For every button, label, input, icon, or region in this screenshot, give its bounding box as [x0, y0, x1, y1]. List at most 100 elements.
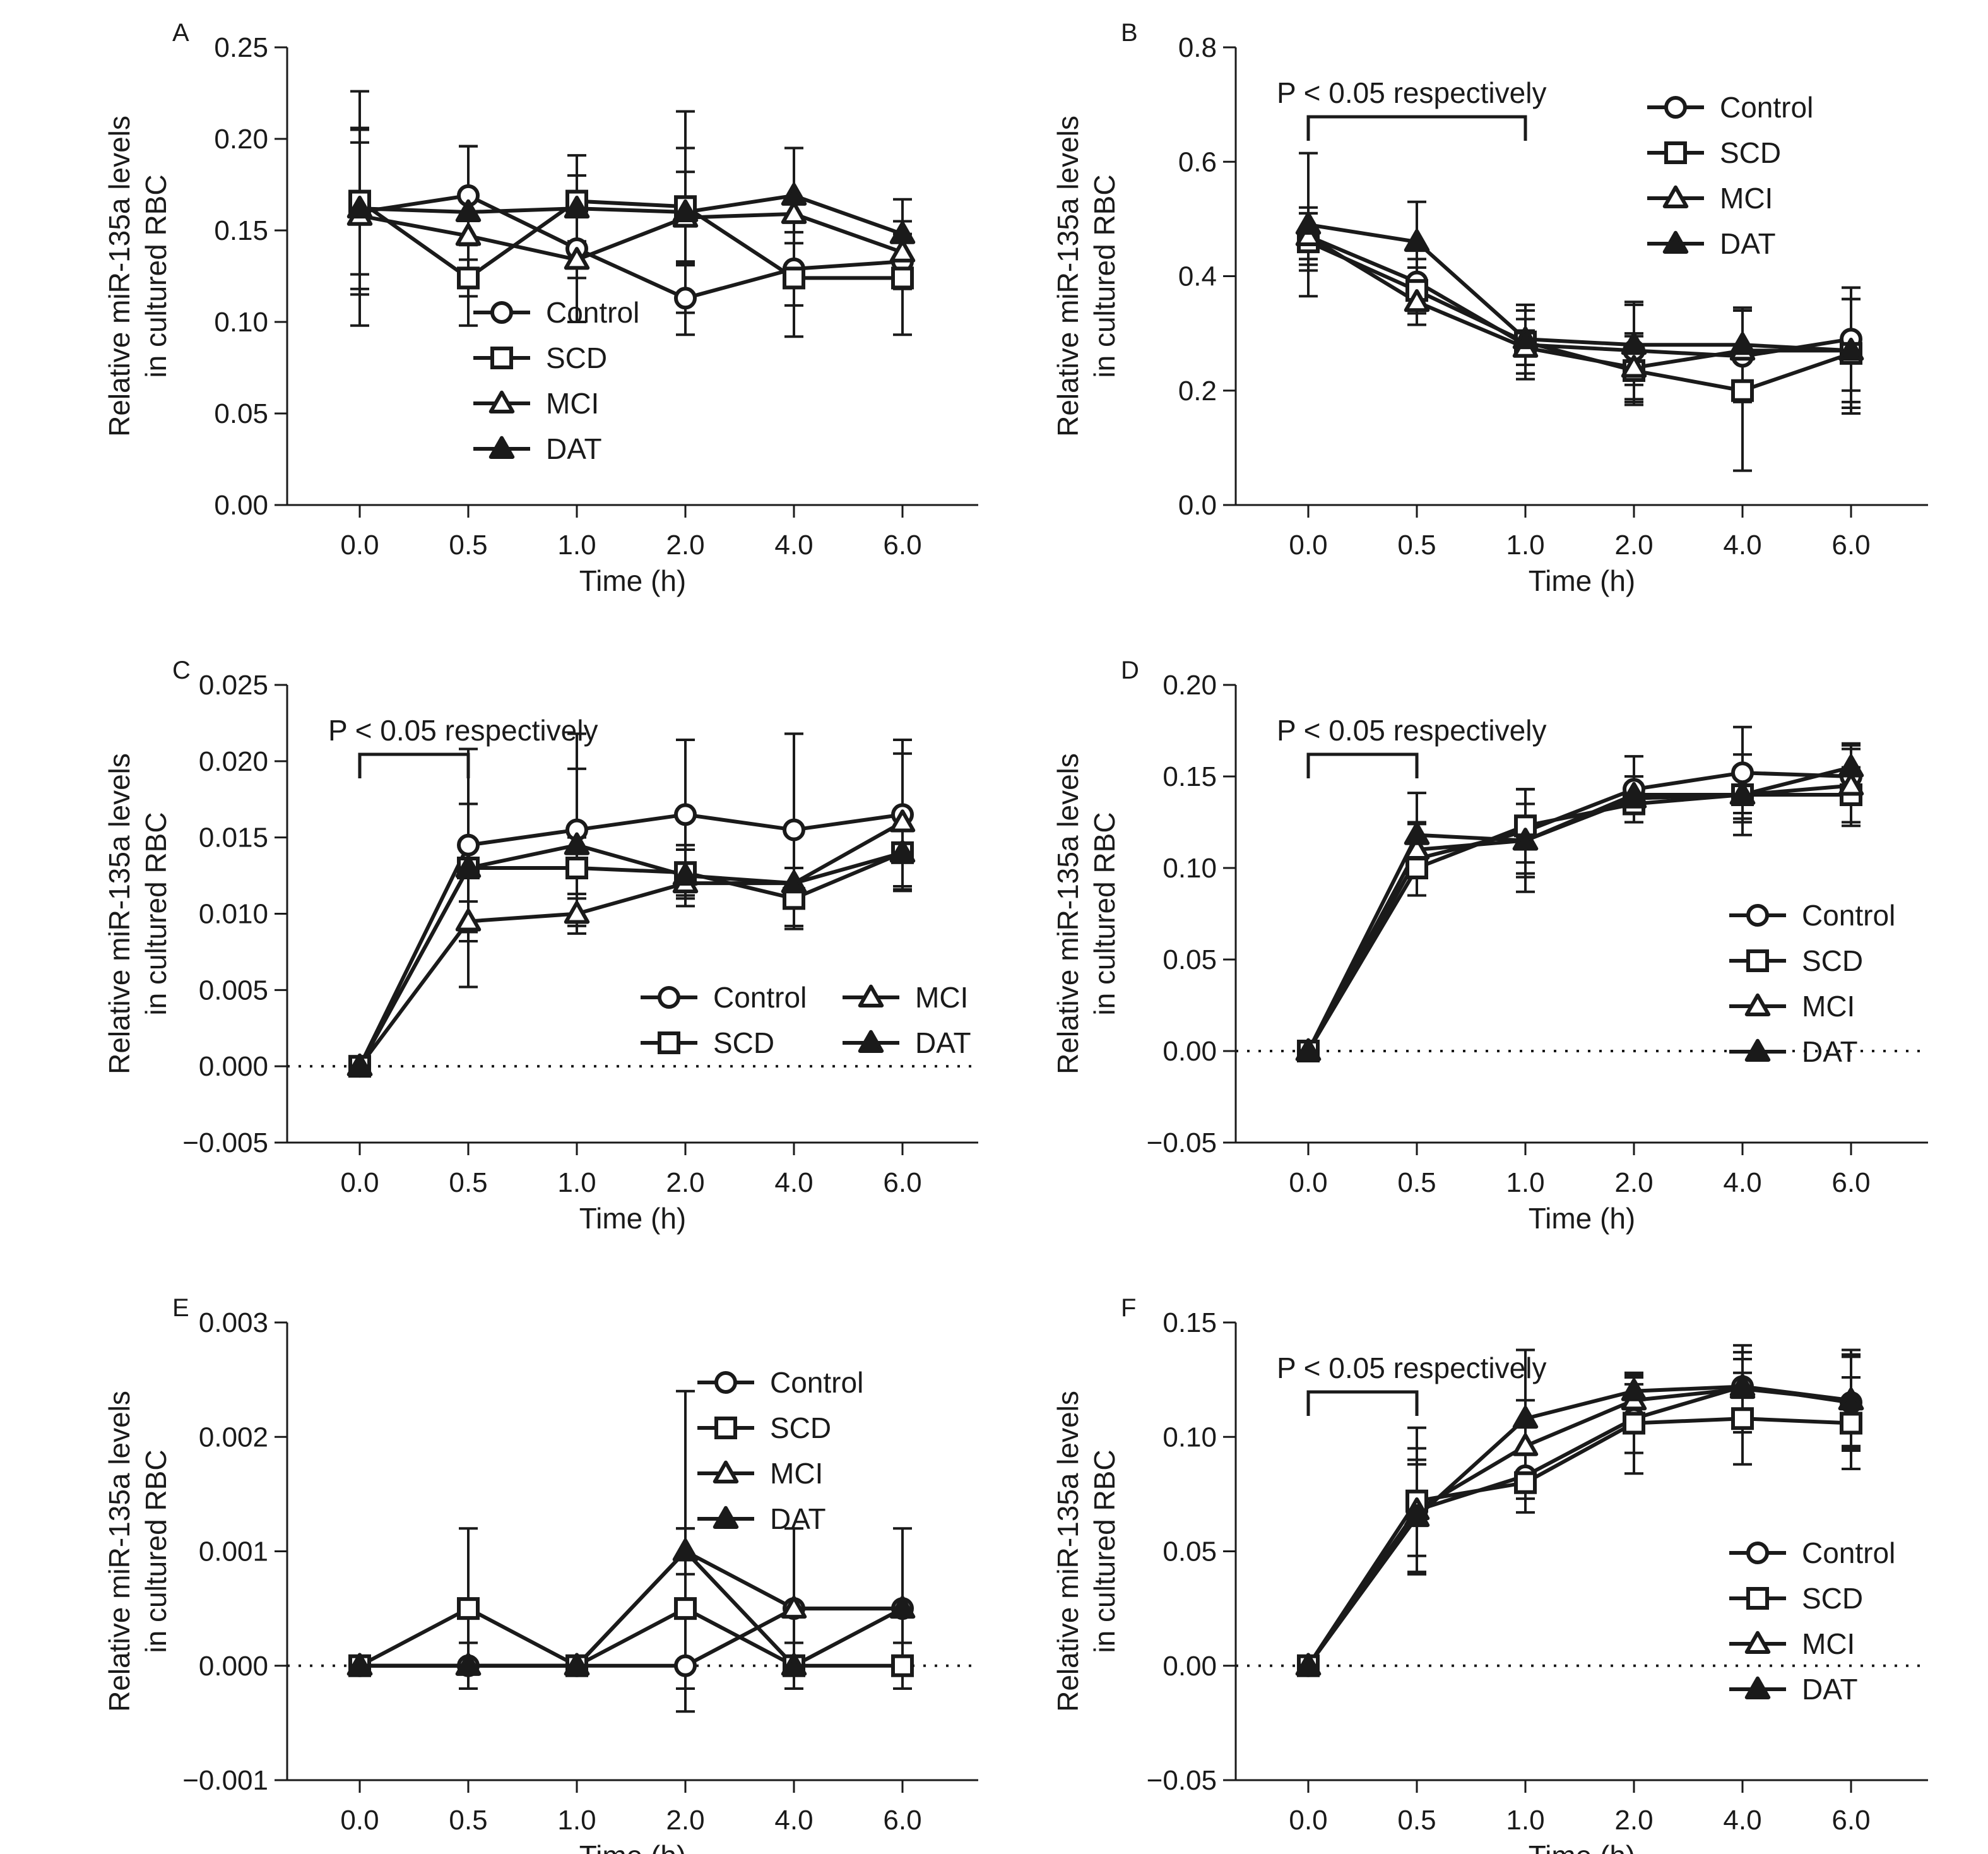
panel-f: F −0.05 0.00 0.05 0.10 0.15 0.0 0.5 1.0 2.0 4.0 6.0…: [1051, 1294, 1928, 1854]
data-point-mci: [1621, 355, 1647, 378]
legend-item-scd: SCD: [641, 1026, 774, 1059]
panel-letter: D: [1121, 657, 1139, 684]
x-tick-label: 0.5: [449, 530, 487, 561]
series-line-dat: [360, 1549, 904, 1668]
x-tick-label: 6.0: [883, 1167, 921, 1198]
legend-label: Control: [1720, 91, 1813, 124]
legend-item-mci: MCI: [473, 387, 599, 420]
legend-item-scd: SCD: [1729, 944, 1863, 977]
data-point-dat: [889, 221, 916, 244]
x-tick-label: 2.0: [1614, 1805, 1653, 1836]
data-point-dat: [1295, 211, 1322, 235]
data-point-dat: [889, 1595, 916, 1619]
x-tick-label: 4.0: [1723, 530, 1761, 561]
panel-letter: E: [172, 1294, 189, 1322]
x-tick-label: 4.0: [1723, 1805, 1761, 1836]
y-tick-label: 0.05: [214, 398, 268, 429]
data-point-dat: [1512, 326, 1539, 350]
y-axis-title: Relative miR-135a levels in cultured RBC: [103, 753, 172, 1074]
x-tick-label: 0.0: [1289, 1805, 1327, 1836]
panel-d: D −0.05 0.00 0.05 0.10 0.15 0.20 0.0 0.5 1.0 2.0 4.…: [1051, 657, 1928, 1235]
series-line-dat: [359, 193, 904, 236]
data-point-mci: [889, 239, 916, 263]
legend-label: SCD: [1802, 1582, 1863, 1615]
x-tick-label: 2.0: [666, 530, 704, 561]
x-tick-label: 0.0: [340, 1805, 379, 1836]
legend-marker: [1664, 141, 1687, 164]
y-tick-label: 0.000: [199, 1651, 268, 1682]
data-point-control: [783, 818, 805, 841]
x-tick-label: 4.0: [774, 1167, 813, 1198]
data-point-control: [674, 287, 697, 310]
data-point-dat: [1404, 229, 1430, 253]
data-point-mci: [455, 223, 482, 246]
series-line-scd: [1306, 1417, 1852, 1667]
legend-marker: [1662, 230, 1689, 254]
legend-marker: [488, 436, 515, 459]
y-axis-title-line2: in cultured RBC: [1088, 812, 1121, 1015]
data-point-scd: [891, 1654, 914, 1677]
y-tick-label: 0.001: [199, 1536, 268, 1567]
data-point-dat: [781, 870, 807, 894]
y-tick-label: 0.8: [1178, 32, 1217, 63]
x-axis-title: Time (h): [1529, 1839, 1636, 1854]
data-point-dat: [1295, 1038, 1322, 1061]
legend-item-dat: DAT: [843, 1026, 971, 1059]
data-point-scd: [1731, 1407, 1754, 1430]
y-tick-label: 0.005: [199, 975, 268, 1006]
legend-item-dat: DAT: [1729, 1673, 1858, 1706]
x-tick-label: 2.0: [1614, 530, 1653, 561]
y-tick-label: 0.00: [1163, 1036, 1217, 1067]
panel-letter: A: [172, 19, 189, 47]
x-tick-label: 6.0: [1831, 1805, 1870, 1836]
y-tick-label: −0.001: [182, 1765, 268, 1796]
data-point-mci: [889, 809, 916, 833]
data-point-scd: [891, 266, 914, 290]
data-point-dat: [346, 1653, 373, 1676]
x-tick-label: 0.5: [1397, 1805, 1436, 1836]
legend-marker: [1744, 1676, 1771, 1699]
y-tick-label: 0.05: [1163, 1536, 1217, 1567]
y-tick-label: 0.10: [1163, 853, 1217, 884]
x-tick-label: 0.0: [340, 530, 379, 561]
legend-marker: [658, 1031, 680, 1054]
legend-label: SCD: [1802, 944, 1863, 977]
y-axis-title-line1: Relative miR-135a levels: [1051, 116, 1084, 437]
data-point-mci: [781, 201, 807, 224]
significance-bracket: [358, 752, 470, 778]
legend-item-control: Control: [697, 1366, 863, 1399]
data-point-scd: [1514, 1471, 1537, 1494]
y-tick-label: 0.4: [1178, 261, 1217, 292]
series-line-control: [1306, 1384, 1852, 1667]
y-tick-label: 0.025: [199, 670, 268, 701]
significance-bracket: [1306, 1390, 1419, 1416]
legend-item-dat: DAT: [697, 1502, 826, 1535]
y-tick-label: −0.05: [1147, 1765, 1217, 1796]
x-tick-label: 1.0: [557, 1167, 596, 1198]
data-point-dat: [564, 832, 590, 855]
panel-c: C −0.005 0.000 0.005 0.010 0.015 0.020 0.025 0.0…: [103, 657, 978, 1235]
legend-item-scd: SCD: [697, 1411, 831, 1444]
y-tick-label: 0.20: [214, 124, 268, 155]
series-line-dat: [1306, 765, 1852, 1052]
legend-item-scd: SCD: [1647, 136, 1781, 169]
series-line-scd: [1307, 240, 1852, 393]
data-point-scd: [1840, 1411, 1862, 1435]
legend-marker: [490, 301, 513, 324]
series-line-dat: [1308, 222, 1852, 353]
data-point-scd: [457, 266, 480, 290]
y-tick-label: 0.020: [199, 746, 268, 777]
x-tick-label: 2.0: [1614, 1167, 1653, 1198]
legend-label: DAT: [1802, 1673, 1858, 1706]
x-tick-label: 1.0: [557, 530, 596, 561]
x-tick-label: 0.0: [1289, 530, 1327, 561]
y-tick-label: −0.005: [182, 1127, 268, 1158]
data-point-dat: [1729, 781, 1756, 805]
legend-item-mci: MCI: [843, 981, 968, 1014]
data-point-mci: [1404, 836, 1430, 860]
legend-label: MCI: [1802, 990, 1855, 1023]
y-tick-label: 0.002: [199, 1422, 268, 1453]
data-point-dat: [1838, 1388, 1864, 1411]
legend-item-mci: MCI: [1729, 1627, 1855, 1660]
y-tick-label: 0.010: [199, 899, 268, 930]
